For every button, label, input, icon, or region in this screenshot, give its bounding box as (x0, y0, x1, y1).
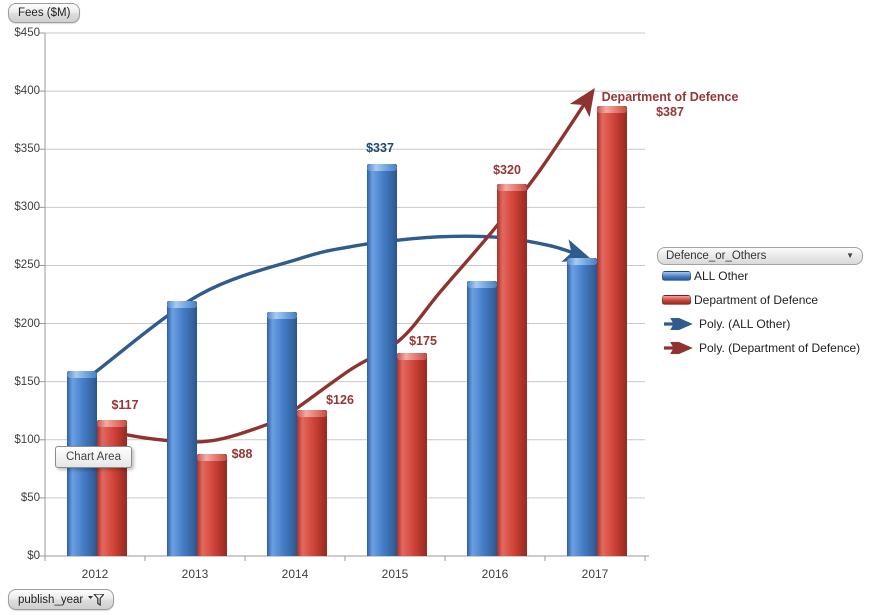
y-axis-label: $200 (14, 317, 40, 330)
chart-area-tooltip: Chart Area (55, 446, 132, 468)
bar-all-other-2016 (467, 280, 497, 556)
legend-item-poly-defence: Poly. (Department of Defence) (662, 341, 860, 355)
red-bar-swatch-icon (662, 295, 691, 305)
legend-item-defence: Department of Defence (662, 293, 860, 307)
data-label: $126 (326, 393, 354, 408)
y-axis-label: $50 (20, 491, 40, 504)
bar-defence-2017 (597, 106, 627, 556)
data-label: $320 (493, 163, 521, 178)
tooltip-text: Chart Area (66, 451, 121, 463)
x-axis-label: 2015 (381, 567, 409, 581)
bar-all-other-2017 (567, 258, 597, 556)
x-axis-label: 2014 (281, 567, 309, 581)
legend-field-dropdown[interactable]: Defence_or_Others ▼ (657, 247, 863, 265)
legend-field-label: Defence_or_Others (666, 250, 767, 262)
y-axis-label: $150 (14, 375, 40, 388)
axis-field-button[interactable]: publish_year (8, 589, 115, 610)
axes (39, 32, 649, 561)
y-axis-label: $0 (27, 550, 40, 562)
data-label: $337 (366, 141, 394, 156)
defence-annotation-name: Department of Defence (601, 90, 739, 104)
legend-label: ALL Other (694, 269, 749, 283)
bar-all-other-2015 (367, 164, 397, 556)
legend-label: Poly. (Department of Defence) (699, 341, 861, 355)
axis-field-label: publish_year (18, 593, 84, 606)
bar-all-other-2014 (267, 311, 297, 556)
legend: ALL Other Department of Defence Poly. (A… (662, 269, 860, 355)
legend-item-all-other: ALL Other (662, 269, 860, 283)
x-axis-label: 2013 (181, 567, 209, 581)
y-axis-label: $100 (14, 433, 40, 446)
blue-arrow-swatch-icon (664, 318, 693, 330)
x-axis-label: 2016 (481, 567, 509, 581)
filter-icon (88, 593, 105, 606)
values-field-button[interactable]: Fees ($M) (8, 3, 81, 23)
legend-label: Poly. (ALL Other) (699, 317, 791, 331)
y-axis-label: $400 (14, 85, 40, 98)
x-axis-label: 2017 (581, 567, 609, 581)
blue-bar-swatch-icon (662, 271, 691, 281)
bar-all-other-2013 (167, 301, 197, 556)
y-axis-label: $250 (14, 259, 40, 272)
bar-defence-2013 (197, 453, 227, 556)
defence-annotation: Department of Defence $387 (597, 90, 743, 120)
y-axis-label: $350 (14, 143, 40, 156)
legend-label: Department of Defence (694, 293, 819, 307)
y-axis-label: $450 (14, 27, 40, 39)
data-label: $88 (231, 446, 253, 461)
y-axis-label: $300 (14, 201, 40, 214)
red-arrow-swatch-icon (664, 342, 693, 354)
bar-defence-2014 (297, 409, 327, 556)
defence-annotation-value: $387 (656, 105, 684, 119)
bar-defence-2016 (497, 184, 527, 556)
x-axis-label: 2012 (81, 567, 109, 581)
bar-defence-2015 (397, 352, 427, 556)
chevron-down-icon: ▼ (846, 251, 854, 260)
data-label: $117 (111, 398, 139, 413)
data-label: $175 (409, 334, 437, 349)
gridlines (45, 32, 645, 499)
legend-item-poly-all-other: Poly. (ALL Other) (662, 317, 860, 331)
values-field-label: Fees ($M) (18, 7, 71, 19)
bar-defence-2012 (97, 420, 127, 556)
